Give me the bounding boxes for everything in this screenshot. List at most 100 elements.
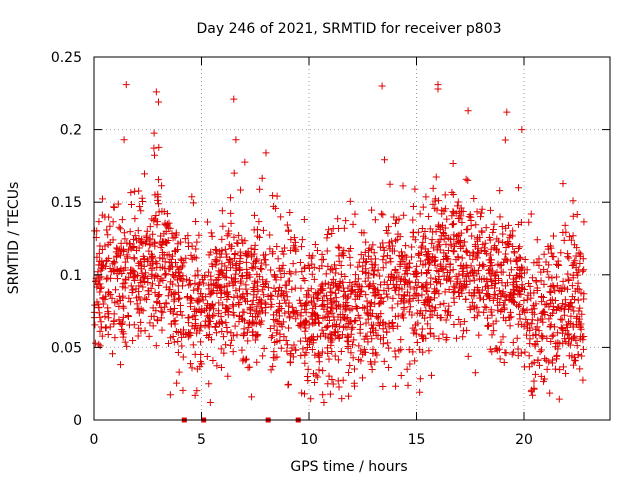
data-point — [507, 257, 515, 265]
data-point — [479, 241, 487, 249]
data-point — [570, 361, 578, 369]
data-point — [251, 246, 259, 254]
data-point — [186, 360, 194, 368]
data-point — [470, 195, 478, 203]
data-point — [549, 302, 557, 310]
data-point — [281, 281, 289, 289]
data-point — [506, 314, 514, 322]
data-point — [501, 292, 509, 300]
data-point — [346, 197, 354, 205]
data-point — [311, 240, 319, 248]
data-point — [229, 301, 237, 309]
data-point — [497, 261, 505, 269]
data-point — [560, 311, 568, 319]
data-point — [245, 323, 253, 331]
data-point — [499, 230, 507, 238]
data-point — [532, 331, 540, 339]
data-point — [255, 298, 263, 306]
data-point — [510, 290, 518, 298]
data-point — [427, 274, 435, 282]
data-point — [141, 294, 149, 302]
plot-frame — [93, 56, 611, 421]
data-point — [268, 292, 276, 300]
data-point — [102, 275, 110, 283]
data-point — [321, 314, 329, 322]
data-point — [95, 249, 103, 257]
data-point — [405, 277, 413, 285]
data-point — [328, 299, 336, 307]
data-point — [166, 265, 174, 273]
data-point — [259, 352, 267, 360]
data-point — [194, 271, 202, 279]
data-point — [557, 249, 565, 257]
data-point — [323, 303, 331, 311]
data-point — [249, 296, 257, 304]
data-point — [449, 159, 457, 167]
data-point — [548, 332, 556, 340]
data-point — [367, 299, 375, 307]
data-point — [571, 287, 579, 295]
data-point — [538, 346, 546, 354]
data-point — [106, 222, 114, 230]
data-point — [580, 218, 588, 226]
data-point — [406, 259, 414, 267]
data-point — [566, 341, 574, 349]
data-point — [151, 289, 159, 297]
data-point — [385, 285, 393, 293]
data-point — [311, 316, 319, 324]
data-point — [170, 304, 178, 312]
data-point — [96, 242, 104, 250]
data-point — [231, 250, 239, 258]
data-point — [239, 239, 247, 247]
data-point — [148, 280, 156, 288]
data-point — [367, 360, 375, 368]
data-point — [363, 297, 371, 305]
data-point — [235, 318, 243, 326]
data-point — [422, 245, 430, 253]
data-point — [553, 282, 561, 290]
data-point — [516, 310, 524, 318]
data-point — [377, 281, 385, 289]
data-point — [304, 262, 312, 270]
data-point — [269, 250, 277, 258]
data-point — [564, 331, 572, 339]
data-point — [345, 392, 353, 400]
data-point — [254, 331, 262, 339]
data-point — [496, 213, 504, 221]
data-point — [188, 364, 196, 372]
data-point — [379, 340, 387, 348]
data-point — [211, 245, 219, 253]
data-point — [185, 243, 193, 251]
data-point — [508, 350, 516, 358]
data-point — [383, 328, 391, 336]
data-point — [200, 279, 208, 287]
data-point — [193, 238, 201, 246]
data-point — [193, 285, 201, 293]
data-point — [109, 350, 117, 358]
data-point — [417, 244, 425, 252]
data-point — [495, 287, 503, 295]
data-point — [137, 327, 145, 335]
data-point — [233, 292, 241, 300]
data-point — [222, 273, 230, 281]
data-point — [126, 240, 134, 248]
data-point — [338, 251, 346, 259]
data-point — [577, 325, 585, 333]
data-point — [209, 357, 217, 365]
data-point — [185, 330, 193, 338]
data-point — [305, 291, 313, 299]
data-point — [282, 288, 290, 296]
data-point — [332, 305, 340, 313]
data-point — [115, 302, 123, 310]
data-point — [549, 232, 557, 240]
data-point — [285, 226, 293, 234]
data-point — [425, 347, 433, 355]
data-point — [520, 322, 528, 330]
data-point — [167, 307, 175, 315]
data-point — [379, 325, 387, 333]
data-point — [179, 262, 187, 270]
data-point — [543, 365, 551, 373]
data-point — [354, 275, 362, 283]
data-point — [575, 266, 583, 274]
data-point — [212, 329, 220, 337]
